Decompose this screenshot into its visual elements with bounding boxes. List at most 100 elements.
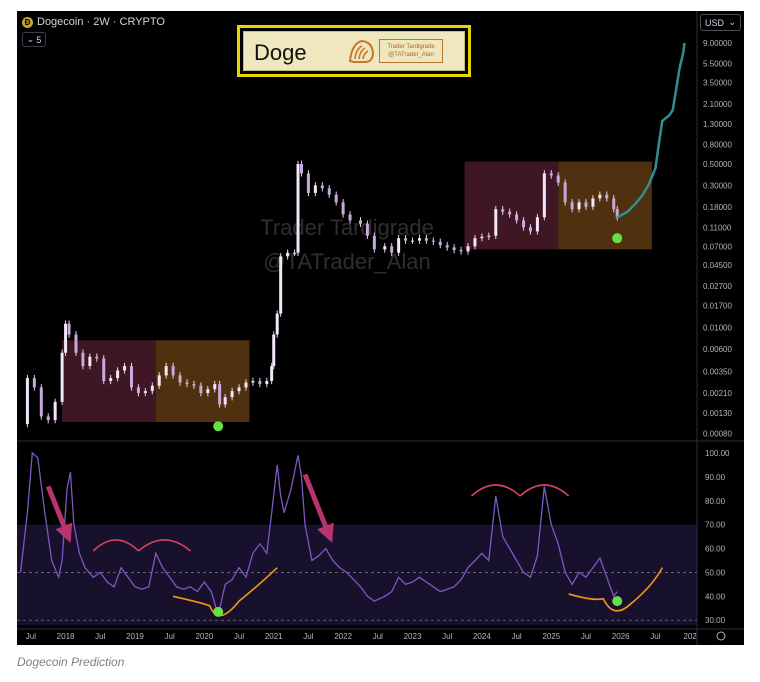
indicator-count: 5 xyxy=(36,34,42,45)
rsi-tick-label: 60.00 xyxy=(705,545,726,554)
chevron-down-icon: ⌄ xyxy=(26,34,35,44)
price-candle xyxy=(431,240,435,242)
time-tick-label: 2026 xyxy=(612,632,630,641)
watermark-line2: @TATrader_Alan xyxy=(263,249,430,274)
price-tick-label: 2.10000 xyxy=(703,100,732,109)
price-candle xyxy=(417,238,421,241)
price-candle xyxy=(185,382,189,385)
price-tick-label: 0.00080 xyxy=(703,429,732,438)
accumulation-box-orange xyxy=(558,161,652,250)
chevron-down-icon: ⌄ xyxy=(728,17,736,27)
price-candle xyxy=(306,173,310,194)
price-candle xyxy=(157,375,161,386)
price-candle xyxy=(129,366,133,388)
price-candle xyxy=(223,397,227,405)
projection-line xyxy=(616,42,686,219)
price-tick-label: 0.18000 xyxy=(703,203,732,212)
price-candle xyxy=(584,202,588,207)
price-tick-label: 0.50000 xyxy=(703,160,732,169)
price-candle xyxy=(501,209,505,212)
price-candle xyxy=(293,252,297,254)
price-candle xyxy=(279,256,283,314)
price-candle xyxy=(102,358,106,381)
price-candle xyxy=(39,387,43,417)
price-candle xyxy=(270,366,274,381)
time-tick-label: 2023 xyxy=(404,632,422,641)
price-candle xyxy=(365,223,369,236)
price-candle xyxy=(390,246,394,253)
downtrend-arrowhead xyxy=(317,522,334,543)
price-candle xyxy=(171,366,175,376)
symbol-header: Ð Dogecoin · 2W · CRYPTO xyxy=(22,16,165,28)
price-candle xyxy=(237,387,241,392)
price-tick-label: 0.80000 xyxy=(703,140,732,149)
price-candle xyxy=(136,387,140,394)
double-top-arch xyxy=(470,484,521,497)
price-candle xyxy=(244,382,248,388)
currency-selector[interactable]: USD ⌄ xyxy=(700,14,741,31)
price-candle xyxy=(275,313,279,335)
rsi-tick-label: 40.00 xyxy=(705,592,726,601)
price-candle xyxy=(372,235,376,250)
price-candle xyxy=(143,391,147,394)
time-tick-label: Jul xyxy=(442,632,452,641)
price-candle xyxy=(522,220,526,228)
double-top-arch xyxy=(519,484,570,497)
price-candle xyxy=(25,378,29,425)
price-candle xyxy=(549,173,553,176)
price-tick-label: 0.30000 xyxy=(703,181,732,190)
time-tick-label: 2024 xyxy=(473,632,491,641)
price-tick-label: 9.00000 xyxy=(703,39,732,48)
rsi-tick-label: 50.00 xyxy=(705,568,726,577)
indicator-toggle[interactable]: ⌄ 5 xyxy=(22,32,46,47)
price-candle xyxy=(404,238,408,241)
price-candle xyxy=(116,370,120,379)
price-tick-label: 0.00350 xyxy=(703,368,732,377)
price-candle xyxy=(213,384,217,390)
price-candle xyxy=(348,214,352,221)
price-candle xyxy=(341,202,345,215)
figure-caption: Dogecoin Prediction xyxy=(17,655,125,669)
settings-gear-icon xyxy=(716,631,726,641)
bottom-marker-dot xyxy=(612,233,623,244)
time-tick-label: Jul xyxy=(234,632,244,641)
price-candle xyxy=(265,380,269,385)
price-candle xyxy=(81,352,85,367)
price-candle xyxy=(473,238,477,247)
price-candle xyxy=(88,356,92,367)
accumulation-box-red xyxy=(464,161,559,250)
price-candle xyxy=(358,220,362,224)
time-tick-label: 2021 xyxy=(265,632,283,641)
price-candle xyxy=(64,323,68,353)
price-candle xyxy=(53,401,57,421)
rsi-tick-label: 90.00 xyxy=(705,473,726,482)
time-tick-label: Jul xyxy=(373,632,383,641)
price-candle xyxy=(327,188,331,195)
price-candle xyxy=(206,389,210,394)
price-candle xyxy=(74,334,78,353)
price-candle xyxy=(480,236,484,239)
doge-title-badge: Doge Trader Tardigrade @TATrader_Alan xyxy=(237,25,471,77)
price-candle xyxy=(459,250,463,252)
price-tick-label: 0.00600 xyxy=(703,345,732,354)
watermark-line1: Trader Tardigrade xyxy=(260,215,434,240)
price-candle xyxy=(109,378,113,381)
price-candle xyxy=(438,241,442,246)
time-tick-label: 2020 xyxy=(195,632,213,641)
price-candle xyxy=(95,356,99,359)
price-candle xyxy=(591,198,595,207)
price-candle xyxy=(286,252,290,257)
time-tick-label: 2018 xyxy=(57,632,75,641)
rsi-tick-label: 100.00 xyxy=(705,449,730,458)
price-candle xyxy=(570,202,574,210)
price-candle xyxy=(598,194,602,199)
price-tick-label: 0.11000 xyxy=(703,223,732,232)
price-candle xyxy=(424,238,428,241)
symbol-label: Dogecoin · 2W · CRYPTO xyxy=(37,16,165,28)
price-candle xyxy=(508,211,512,215)
price-tick-label: 1.30000 xyxy=(703,120,732,129)
price-candle xyxy=(230,391,234,398)
price-candle xyxy=(615,209,619,218)
price-candle xyxy=(466,246,470,252)
badge-credit-line2: @TATrader_Alan xyxy=(388,52,434,58)
